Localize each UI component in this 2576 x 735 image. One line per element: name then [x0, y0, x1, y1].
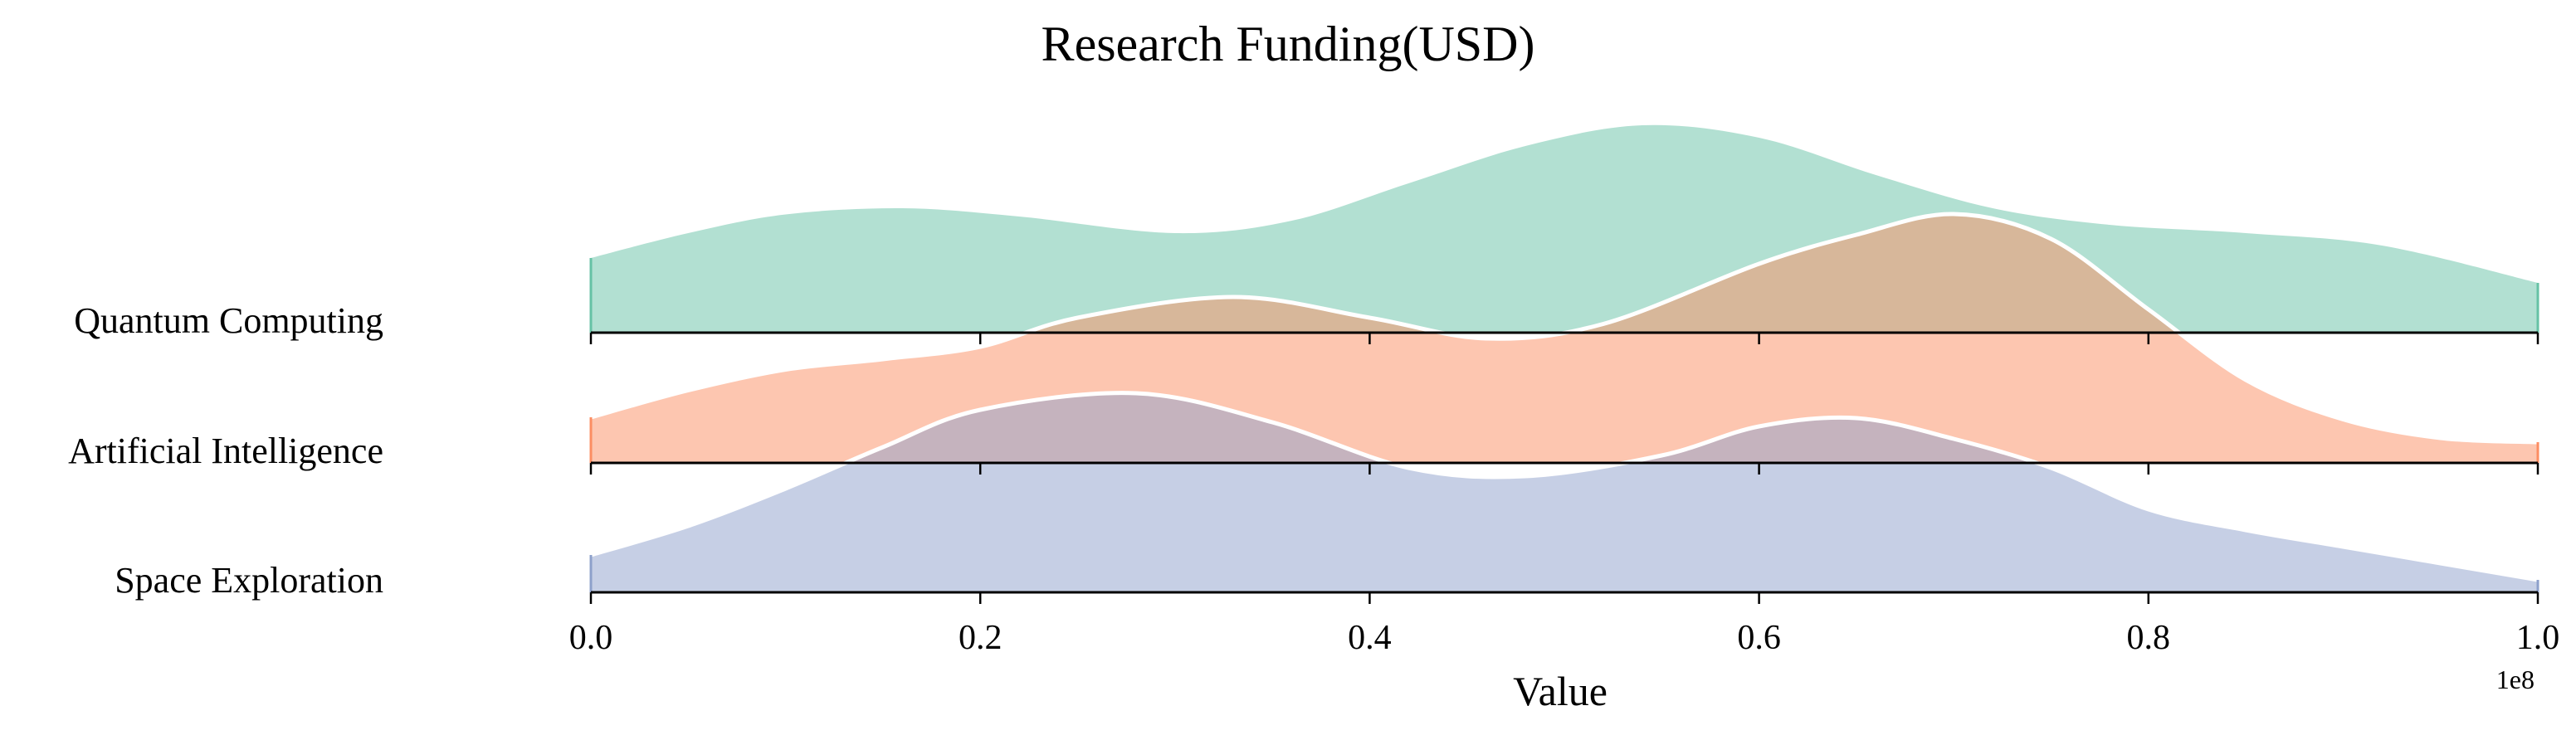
- ridge-outline-artificial-intelligence: [590, 212, 2539, 445]
- x-tick-label: 0.4: [1348, 619, 1392, 657]
- x-tick-label: 0.6: [1737, 619, 1781, 657]
- ridges-layer: [589, 124, 2539, 592]
- ridge-label-space-exploration: Space Exploration: [115, 560, 383, 601]
- x-axis-label: Value: [1513, 668, 1608, 714]
- ridge-label-quantum-computing: Quantum Computing: [74, 300, 383, 341]
- x-tick-label: 1.0: [2516, 619, 2560, 657]
- ridge-label-artificial-intelligence: Artificial Intelligence: [68, 431, 383, 471]
- x-tick-label: 0.8: [2127, 619, 2171, 657]
- axes-layer: Quantum Computing Artificial Intelligence…: [68, 300, 2559, 657]
- x-offset-label: 1e8: [2496, 664, 2535, 694]
- x-tick-label: 0.2: [959, 619, 1003, 657]
- ridge-area-quantum-computing: [591, 124, 2538, 333]
- chart-title: Research Funding(USD): [1042, 17, 1535, 71]
- ridge-outline-space-exploration: [590, 391, 2539, 582]
- ridge-area-space-exploration: [591, 392, 2538, 592]
- x-tick-label: 0.0: [569, 619, 613, 657]
